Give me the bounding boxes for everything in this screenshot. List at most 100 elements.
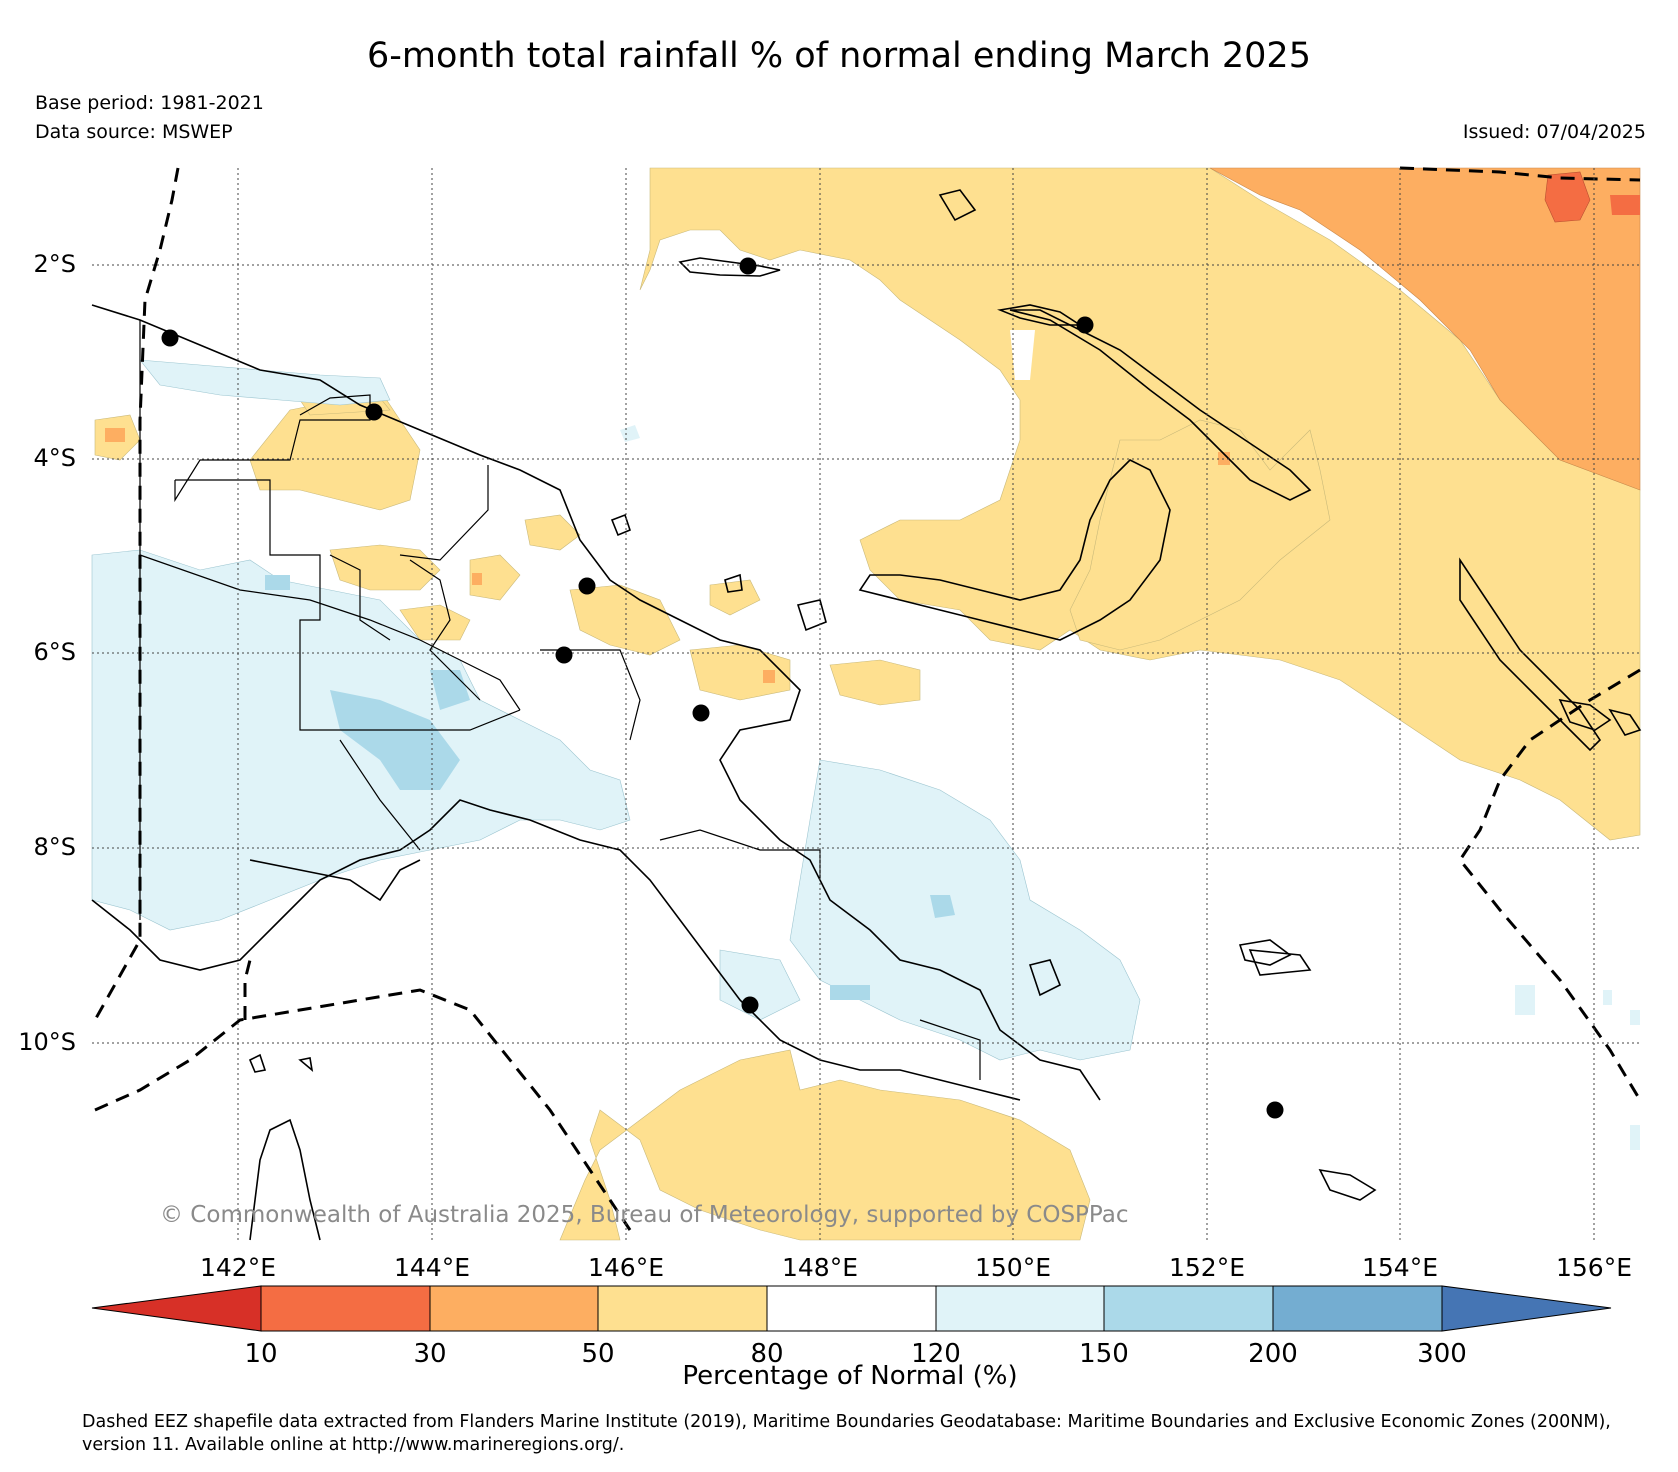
colorbar-tick: 10: [244, 1339, 277, 1369]
inland-yellow-11: [709, 579, 761, 616]
east-blue-1: [1515, 985, 1535, 1015]
lat-label: 10°S: [18, 1028, 76, 1056]
blue-spot-5: [265, 575, 290, 590]
colorbar-segment: [260, 1285, 431, 1332]
inland-yellow-8: [829, 659, 921, 706]
data-source-label: Data source: MSWEP: [35, 121, 233, 143]
city-markers: [161, 257, 1284, 1119]
north-white-hole: [1010, 330, 1035, 380]
eez-north: [1399, 166, 1641, 182]
borders: [139, 320, 981, 1080]
east-solomons: [1558, 698, 1612, 731]
karkar-island: [610, 513, 631, 537]
bougainville: [1459, 557, 1602, 752]
lon-label: 142°E: [200, 1253, 276, 1282]
east-blue-3: [1630, 1125, 1640, 1150]
colorbar: [91, 1285, 1612, 1332]
city-marker: [692, 704, 710, 722]
colorbar-ticks: 10 30 50 80 120 150 200 300: [244, 1339, 1466, 1369]
map-area: 2°S 4°S 6°S 8°S 10°S 142°E 144°E 146°E 1…: [18, 166, 1642, 1282]
lon-label: 148°E: [782, 1253, 858, 1282]
lat-label: 8°S: [33, 833, 76, 861]
copyright-watermark: © Commonwealth of Australia 2025, Bureau…: [160, 1202, 1129, 1228]
colorbar-tick: 50: [581, 1339, 614, 1369]
umboi-island: [796, 599, 827, 632]
new-ireland: [1009, 309, 1312, 501]
colorbar-tick: 300: [1417, 1339, 1467, 1369]
city-marker: [739, 257, 757, 275]
city-marker: [741, 996, 759, 1014]
colorbar-tick: 120: [911, 1339, 961, 1369]
dentrecasteaux: [1028, 959, 1062, 997]
blue-spot-3: [930, 895, 955, 918]
colorbar-tick: 80: [750, 1339, 783, 1369]
province-line-7: [339, 739, 421, 851]
gulf-coast: [249, 859, 421, 902]
colorbar-tick: 150: [1079, 1339, 1129, 1369]
lon-label: 144°E: [394, 1253, 470, 1282]
longitude-labels: 142°E 144°E 146°E 148°E 150°E 152°E 154°…: [200, 1253, 1632, 1282]
south-yellow: [559, 1049, 1091, 1241]
inland-yellow-4: [524, 514, 581, 551]
colorbar-segment: [935, 1285, 1105, 1332]
long-island: [724, 573, 743, 593]
bism-islands: [938, 189, 977, 222]
province-line-3: [139, 554, 521, 711]
colorbar-segment: [1103, 1285, 1274, 1332]
colorbar-segment: [597, 1285, 768, 1332]
woodlark: [1248, 949, 1312, 976]
province-line-4: [409, 559, 481, 701]
torres-islands: [248, 1053, 314, 1073]
louisiade: [1318, 1168, 1377, 1201]
solomon-isle-2: [1608, 708, 1642, 736]
eez-boundaries: [93, 166, 1642, 1231]
base-period-label: Base period: 1981-2021: [35, 92, 264, 114]
issued-date-label: Issued: 07/04/2025: [1462, 121, 1646, 143]
northeast-red-spot: [1544, 171, 1591, 223]
zone-10-30: [1544, 171, 1640, 223]
northeast-red-spot-2: [1610, 195, 1640, 215]
east-blue-2: [1630, 1010, 1640, 1025]
lon-label: 146°E: [588, 1253, 664, 1282]
trobriand: [1238, 939, 1292, 966]
eez-east: [1458, 668, 1642, 1101]
province-line-10: [399, 465, 489, 561]
small-orange-1: [105, 428, 125, 442]
inland-yellow-5: [569, 584, 681, 656]
lon-label: 150°E: [975, 1253, 1051, 1282]
colorbar-segment: [1272, 1285, 1443, 1332]
manus-island: [678, 257, 781, 277]
small-yellow-islet: [640, 1130, 710, 1170]
central-blue: [789, 759, 1141, 1061]
city-marker: [1076, 316, 1094, 334]
lon-label: 156°E: [1556, 1253, 1632, 1282]
province-line-5: [540, 649, 641, 741]
northwest-blue: [139, 359, 391, 406]
city-marker: [1266, 1101, 1284, 1119]
coastlines: [91, 189, 1642, 1241]
blue-spot-4: [830, 985, 870, 1000]
colorbar-label: Percentage of Normal (%): [682, 1361, 1018, 1391]
city-marker: [161, 329, 179, 347]
lon-label: 152°E: [1169, 1253, 1245, 1282]
gridlines: [92, 168, 1640, 1240]
map-title: 6-month total rainfall % of normal endin…: [367, 36, 1311, 76]
new-britain: [858, 459, 1171, 641]
cape-york: [249, 1118, 321, 1241]
eez-footnote: Dashed EEZ shapefile data extracted from…: [82, 1412, 1611, 1455]
city-marker: [365, 403, 383, 421]
latitude-labels: 2°S 4°S 6°S 8°S 10°S: [18, 250, 76, 1056]
province-line-2: [174, 394, 371, 503]
eez-west: [93, 167, 180, 1021]
colorbar-low-extension: [91, 1285, 262, 1332]
colorbar-tick: 200: [1248, 1339, 1298, 1369]
zone-50-80: [94, 167, 1641, 1241]
east-blue-4: [1603, 990, 1612, 1005]
province-line-1: [175, 479, 521, 731]
coast-blue: [719, 949, 801, 1021]
northeast-orange: [1209, 167, 1641, 491]
eez-south: [243, 959, 252, 1020]
blue-spot-1: [330, 690, 460, 790]
colorbar-high-extension: [1441, 1285, 1612, 1332]
